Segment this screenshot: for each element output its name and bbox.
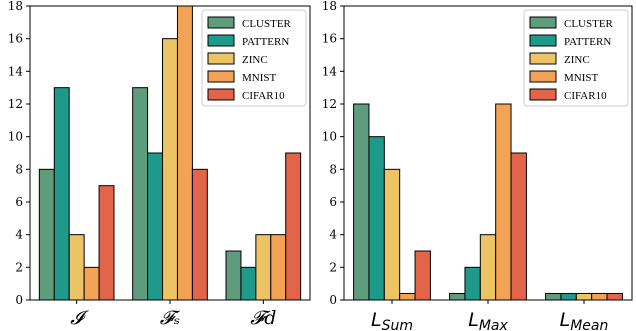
bar-zinc-1: [162, 38, 178, 301]
bar-cifar10-0: [98, 185, 115, 301]
legend-label-cifar10: CIFAR10: [242, 90, 285, 102]
bar-cluster-2: [225, 250, 242, 301]
bar-zinc-2: [255, 234, 272, 301]
legend-swatch-zinc: [207, 52, 235, 65]
x-tick-label: 𝓘: [70, 307, 89, 329]
bar-pattern-0: [53, 87, 70, 301]
y-tick-label: 0: [329, 293, 337, 307]
legend-swatch-mnist: [207, 70, 235, 83]
legend-label-cluster: CLUSTER: [564, 18, 614, 30]
y-tick-label: 12: [322, 97, 337, 111]
y-tick-label: 14: [8, 64, 24, 78]
bar-zinc-1: [479, 234, 497, 301]
legend-label-zinc: ZINC: [242, 54, 268, 66]
bar-zinc-2: [575, 292, 593, 301]
y-tick-label: 6: [15, 195, 23, 209]
bar-pattern-2: [560, 292, 577, 301]
y-tick-label: 8: [329, 162, 337, 176]
legend: CLUSTER PATTERN ZINC MNIST CIFAR10: [523, 9, 629, 107]
y-tick-label: 2: [329, 260, 337, 274]
y-tick-label: 10: [322, 130, 337, 144]
bar-cifar10-2: [285, 152, 302, 301]
legend-label-cluster: CLUSTER: [242, 18, 292, 30]
bar-cluster-0: [353, 103, 370, 301]
y-tick-label: 16: [8, 32, 23, 46]
x-tick-label: LMean: [560, 309, 609, 331]
bar-cluster-2: [545, 292, 562, 301]
bar-mnist-2: [591, 292, 608, 301]
bar-zinc-0: [68, 234, 85, 301]
legend-swatch-cifar10: [529, 88, 557, 101]
legend-swatch-cifar10: [207, 88, 235, 101]
bar-pattern-2: [240, 266, 257, 301]
y-tick-label: 4: [15, 228, 23, 242]
y-tick-label: 0: [15, 293, 23, 307]
bar-mnist-1: [495, 103, 512, 301]
legend-label-cifar10: CIFAR10: [564, 90, 607, 102]
legend-label-zinc: ZINC: [564, 54, 590, 66]
y-tick-label: 4: [329, 228, 337, 242]
legend-swatch-zinc: [529, 52, 557, 65]
x-tick-label: 𝓕ₛ: [160, 307, 181, 329]
y-tick-label: 12: [8, 97, 23, 111]
bar-cifar10-2: [606, 292, 623, 301]
bar-mnist-0: [83, 266, 100, 301]
legend-swatch-cluster: [207, 16, 235, 29]
y-tick-label: 6: [329, 195, 337, 209]
bar-pattern-0: [368, 136, 385, 301]
legend-swatch-mnist: [529, 70, 557, 83]
legend: CLUSTER PATTERN ZINC MNIST CIFAR10: [201, 9, 307, 107]
bar-mnist-0: [399, 292, 416, 301]
legend-label-mnist: MNIST: [242, 72, 277, 84]
legend-swatch-cluster: [529, 16, 557, 29]
x-tick-label: 𝓕d: [250, 307, 276, 329]
y-tick-label: 2: [15, 260, 23, 274]
bar-cifar10-0: [414, 250, 431, 301]
x-tick-label: LMax: [468, 309, 508, 331]
legend-label-pattern: PATTERN: [242, 36, 289, 48]
bar-cluster-1: [449, 292, 466, 301]
x-tick-label: LSum: [371, 309, 413, 331]
bar-cifar10-1: [191, 168, 208, 301]
bar-cifar10-1: [510, 152, 527, 301]
bar-cluster-1: [132, 87, 149, 301]
left-bar-chart: 0 2 4 6 8 10 12 14 16 18 𝓘 𝓕ₛ 𝓕d CLUSTER PATTERN ZINC MN…: [8, 0, 311, 329]
right-bar-chart: 0 2 4 6 8 10 12 14 16 18 LSum LMax LMean CLUSTER PATTE…: [322, 0, 633, 331]
legend-swatch-pattern: [529, 34, 557, 47]
y-tick-label: 14: [322, 64, 338, 78]
y-tick-label: 18: [8, 0, 23, 13]
legend-label-pattern: PATTERN: [564, 36, 611, 48]
bar-mnist-2: [270, 234, 287, 301]
y-tick-label: 8: [15, 162, 23, 176]
legend-swatch-pattern: [207, 34, 235, 47]
y-tick-label: 18: [322, 0, 337, 13]
y-tick-label: 10: [8, 130, 23, 144]
bar-pattern-1: [464, 266, 481, 301]
y-tick-label: 16: [322, 32, 337, 46]
bar-mnist-1: [176, 5, 193, 301]
bar-cluster-0: [38, 168, 55, 301]
bar-pattern-1: [147, 152, 164, 301]
bar-zinc-0: [383, 168, 401, 301]
legend-label-mnist: MNIST: [564, 72, 599, 84]
